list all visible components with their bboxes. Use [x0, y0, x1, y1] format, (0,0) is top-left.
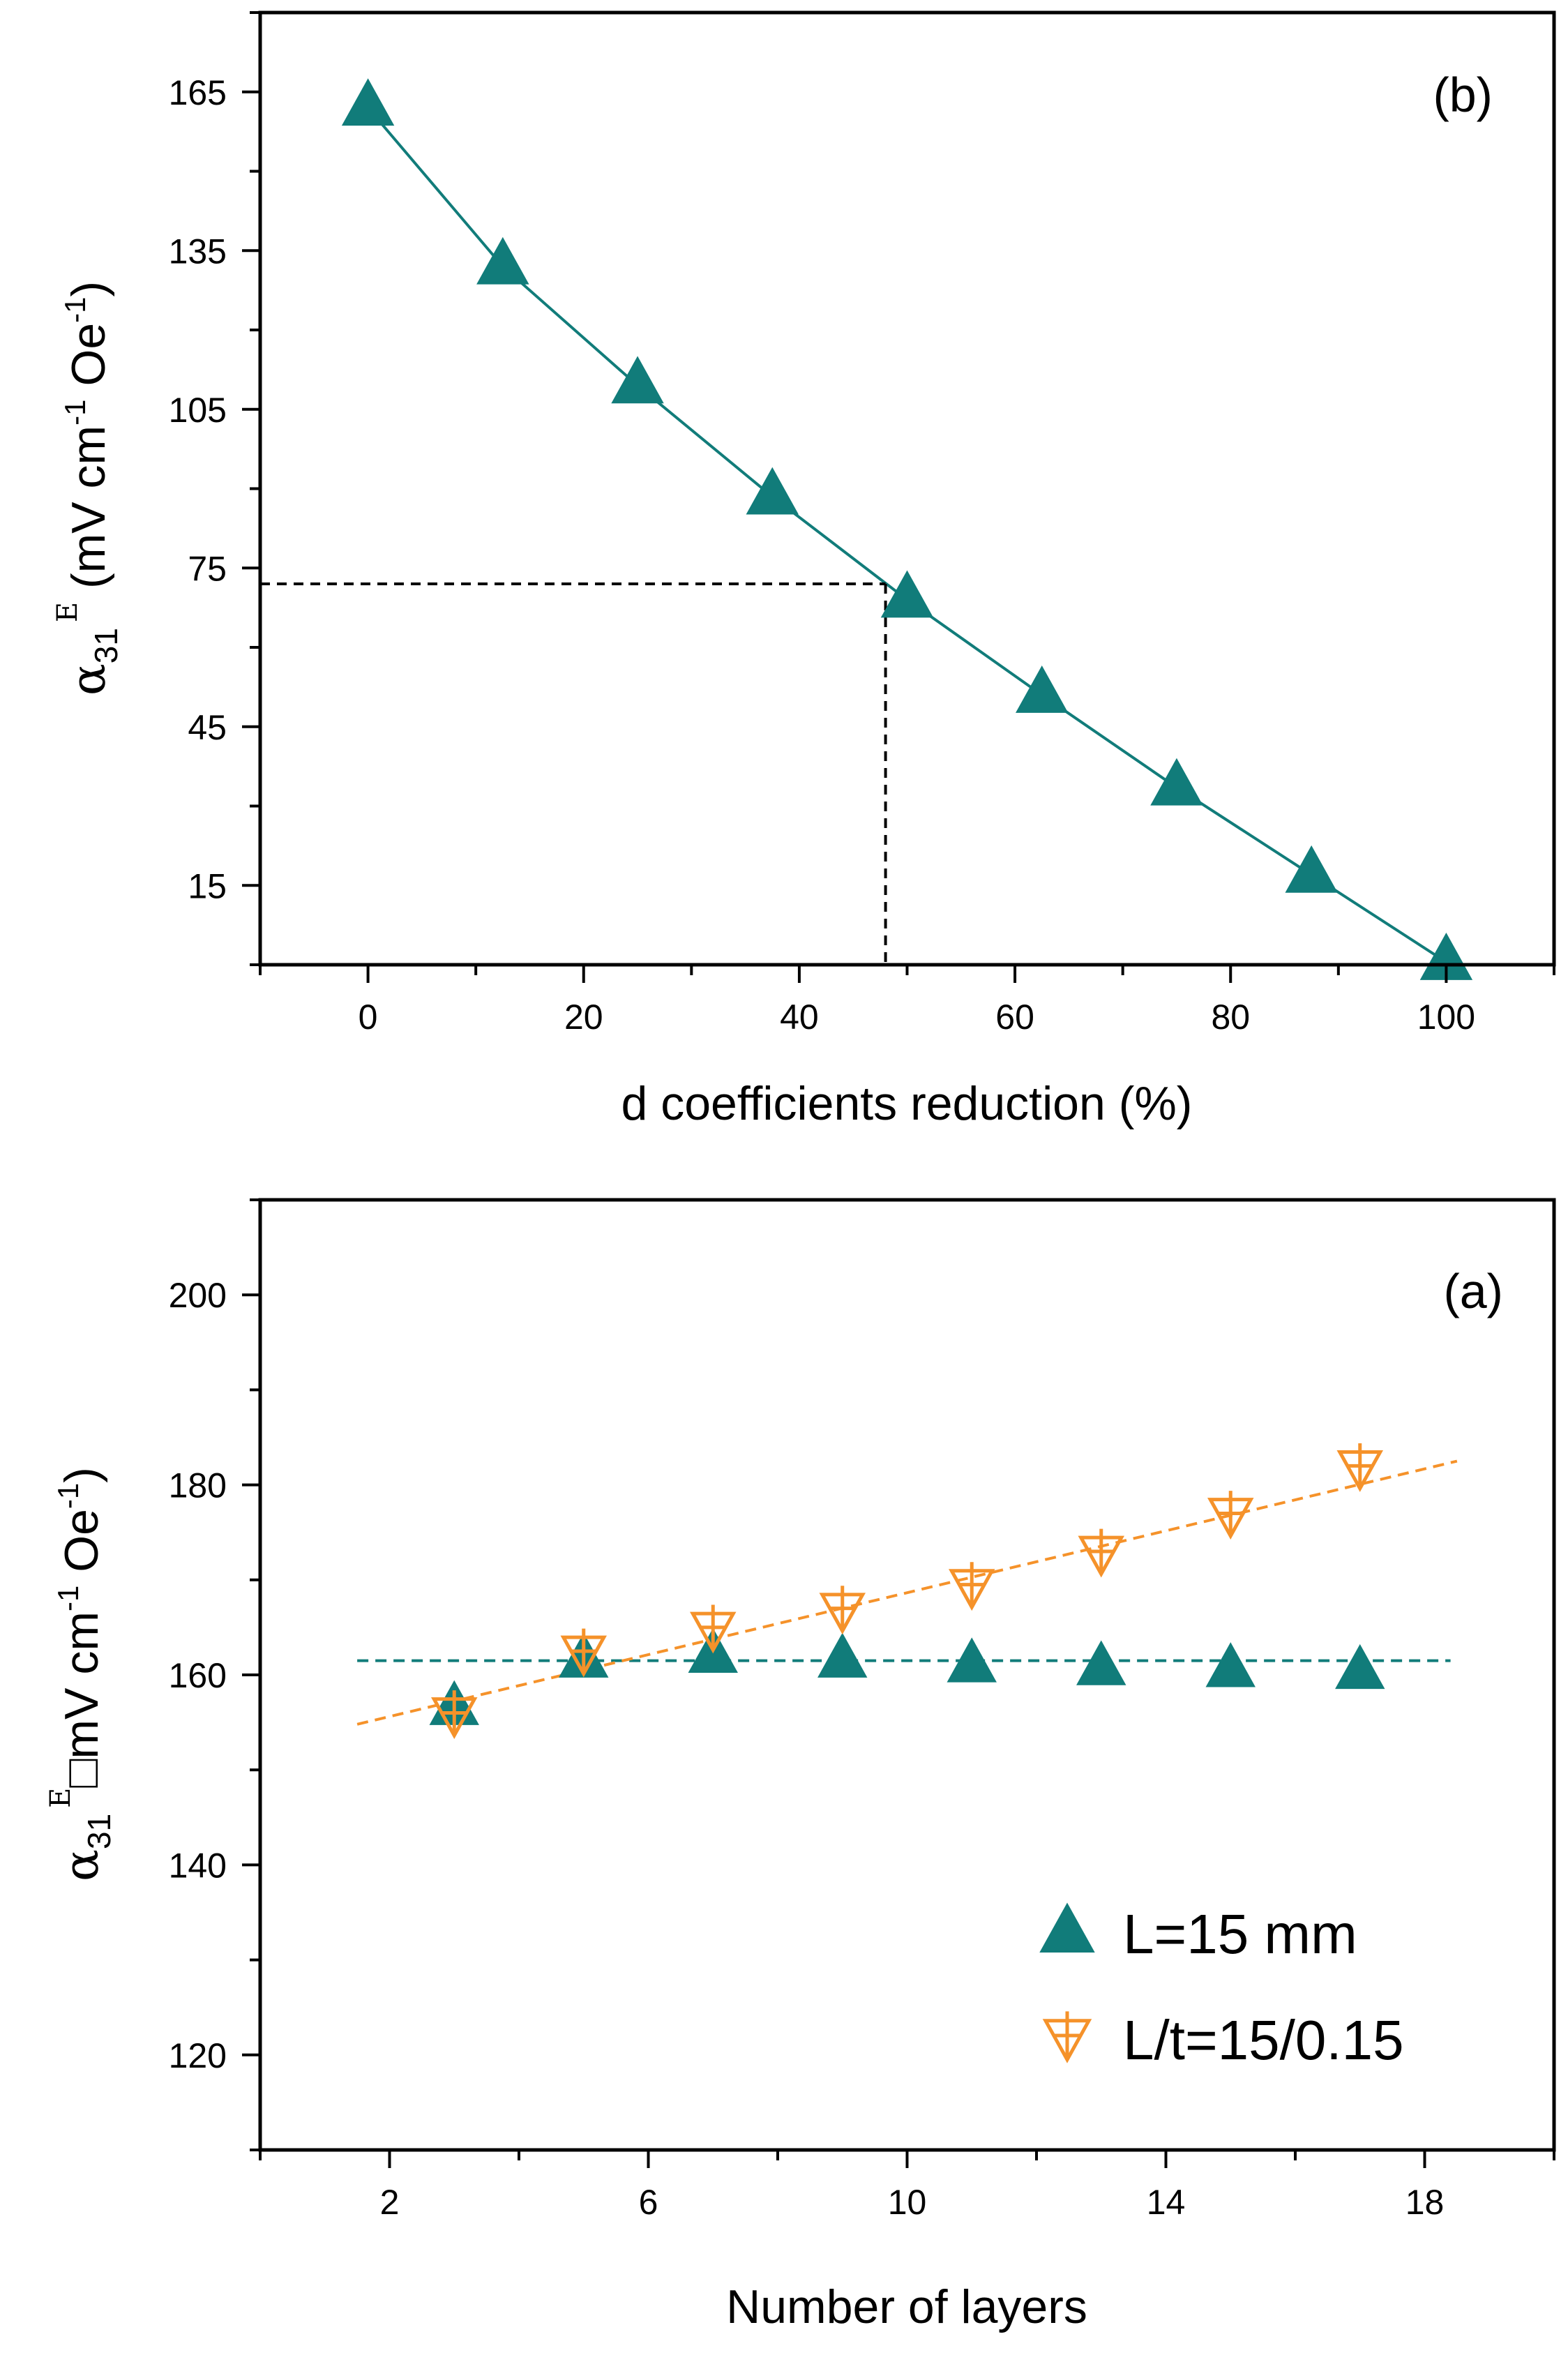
panel-b-frame [258, 10, 1556, 967]
data-point-b [1016, 665, 1069, 713]
y-units-mid: Oe [62, 323, 115, 400]
panel-a-y-axis-title: α31E□mV cm-1 Oe-1) [45, 1467, 117, 1881]
panel-a-y-tick-label: 160 [169, 1656, 227, 1695]
panel-a-x-tick-label: 2 [380, 2183, 400, 2222]
alpha-superscript: E [45, 1788, 77, 1808]
y-units-open: (mV cm [62, 426, 115, 602]
panel-a-x-axis-title: Number of layers [726, 2280, 1087, 2333]
panel-b-y-tick-label: 15 [188, 866, 227, 905]
panel-a-marks [356, 1443, 1458, 1739]
data-point-lt-ratio [1207, 1491, 1254, 1540]
data-point-l15mm [1205, 1642, 1256, 1687]
panel-a-legend: L=15 mm L/t=15/0.15 [1039, 1902, 1404, 2071]
data-point-lt-ratio [819, 1586, 866, 1635]
legend-marker-lt-ratio [1042, 2011, 1092, 2063]
data-point-l15mm [1076, 1640, 1126, 1685]
panel-b-y-axis-title: α31E (mV cm-1 Oe-1) [52, 281, 124, 695]
alpha-symbol: α [61, 663, 116, 695]
fit-line-series-1 [356, 1459, 1458, 1726]
data-point-lt-ratio [431, 1690, 478, 1739]
data-point-lt-ratio [1336, 1443, 1383, 1492]
data-point-l15mm [947, 1637, 997, 1683]
panel-b-x-tick-label: 40 [780, 998, 819, 1037]
panel-a-frame [258, 1198, 1556, 2152]
panel-a-y-tick-label: 180 [169, 1466, 227, 1505]
y-units-mid: Oe [55, 1509, 108, 1586]
y-units-close: ) [62, 281, 115, 297]
series-line-b [367, 107, 1447, 963]
data-point-b [1285, 845, 1338, 893]
data-point-b [476, 236, 529, 285]
alpha-symbol: α [54, 1849, 110, 1881]
panel-b-y-tick-label: 165 [169, 73, 227, 112]
panel-b-x-tick-label: 100 [1417, 998, 1475, 1037]
panel-a-x-tick-label: 14 [1147, 2183, 1186, 2222]
alpha-subscript: 31 [81, 1814, 117, 1849]
panel-b: 0 20 40 60 80 100 15 45 75 105 135 165 (b) d coeffi… [52, 10, 1556, 1130]
panel-b-marks [260, 78, 1473, 980]
data-point-b [341, 78, 395, 126]
panel-b-x-tick-label: 80 [1211, 998, 1250, 1037]
panel-b-y-tick-label: 45 [188, 708, 227, 747]
y-units-exp2: -1 [52, 1483, 84, 1509]
y-units-exp1: -1 [59, 399, 91, 425]
panel-b-label: (b) [1433, 68, 1493, 122]
panel-a-x-tick-label: 18 [1405, 2183, 1445, 2222]
panel-a-label: (a) [1443, 1264, 1503, 1318]
panel-a-x-tick-label: 6 [639, 2183, 658, 2222]
panel-a-y-tick-label: 120 [169, 2036, 227, 2075]
alpha-subscript: 31 [88, 628, 124, 663]
data-point-lt-ratio [1078, 1528, 1124, 1578]
panel-a-axes: 2 6 10 14 18 120 140 160 180 200 [169, 1198, 1555, 2222]
y-units-exp2: -1 [59, 296, 91, 322]
legend-symbol-lt-ratio [1042, 2011, 1092, 2063]
y-units-open: □mV cm [55, 1611, 108, 1788]
y-units-exp1: -1 [52, 1586, 84, 1611]
legend-symbol-l15mm [1039, 1902, 1095, 1953]
panel-b-y-tick-label: 75 [188, 549, 227, 588]
panel-b-y-tick-label: 135 [169, 232, 227, 271]
panel-b-x-tick-label: 60 [995, 998, 1034, 1037]
y-units-close: ) [55, 1467, 108, 1483]
panel-a: 2 6 10 14 18 120 140 160 180 200 (a) Number of la… [45, 1198, 1556, 2333]
panel-a-y-tick-label: 140 [169, 1846, 227, 1885]
panel-b-axes: 0 20 40 60 80 100 15 45 75 105 135 165 [169, 11, 1555, 1037]
alpha-superscript: E [52, 602, 84, 622]
legend-marker-l15mm [1039, 1902, 1095, 1953]
panel-a-x-tick-label: 10 [888, 2183, 927, 2222]
data-point-l15mm [817, 1632, 868, 1678]
data-point-l15mm [1335, 1643, 1385, 1690]
data-point-b [880, 570, 934, 618]
data-point-lt-ratio [560, 1628, 607, 1678]
panel-a-y-tick-label: 200 [169, 1276, 227, 1315]
panel-b-x-tick-label: 0 [359, 998, 378, 1037]
panel-b-y-tick-label: 105 [169, 391, 227, 430]
panel-b-x-tick-label: 20 [564, 998, 603, 1037]
panel-b-x-axis-title: d coefficients reduction (%) [621, 1077, 1193, 1130]
data-point-lt-ratio [690, 1604, 737, 1654]
data-point-b [611, 356, 664, 404]
legend-label-lt-ratio: L/t=15/0.15 [1123, 2009, 1404, 2071]
data-point-lt-ratio [949, 1562, 995, 1611]
data-point-b [746, 467, 799, 515]
data-point-b [1150, 758, 1203, 806]
legend-label-l15mm: L=15 mm [1123, 1903, 1357, 1965]
